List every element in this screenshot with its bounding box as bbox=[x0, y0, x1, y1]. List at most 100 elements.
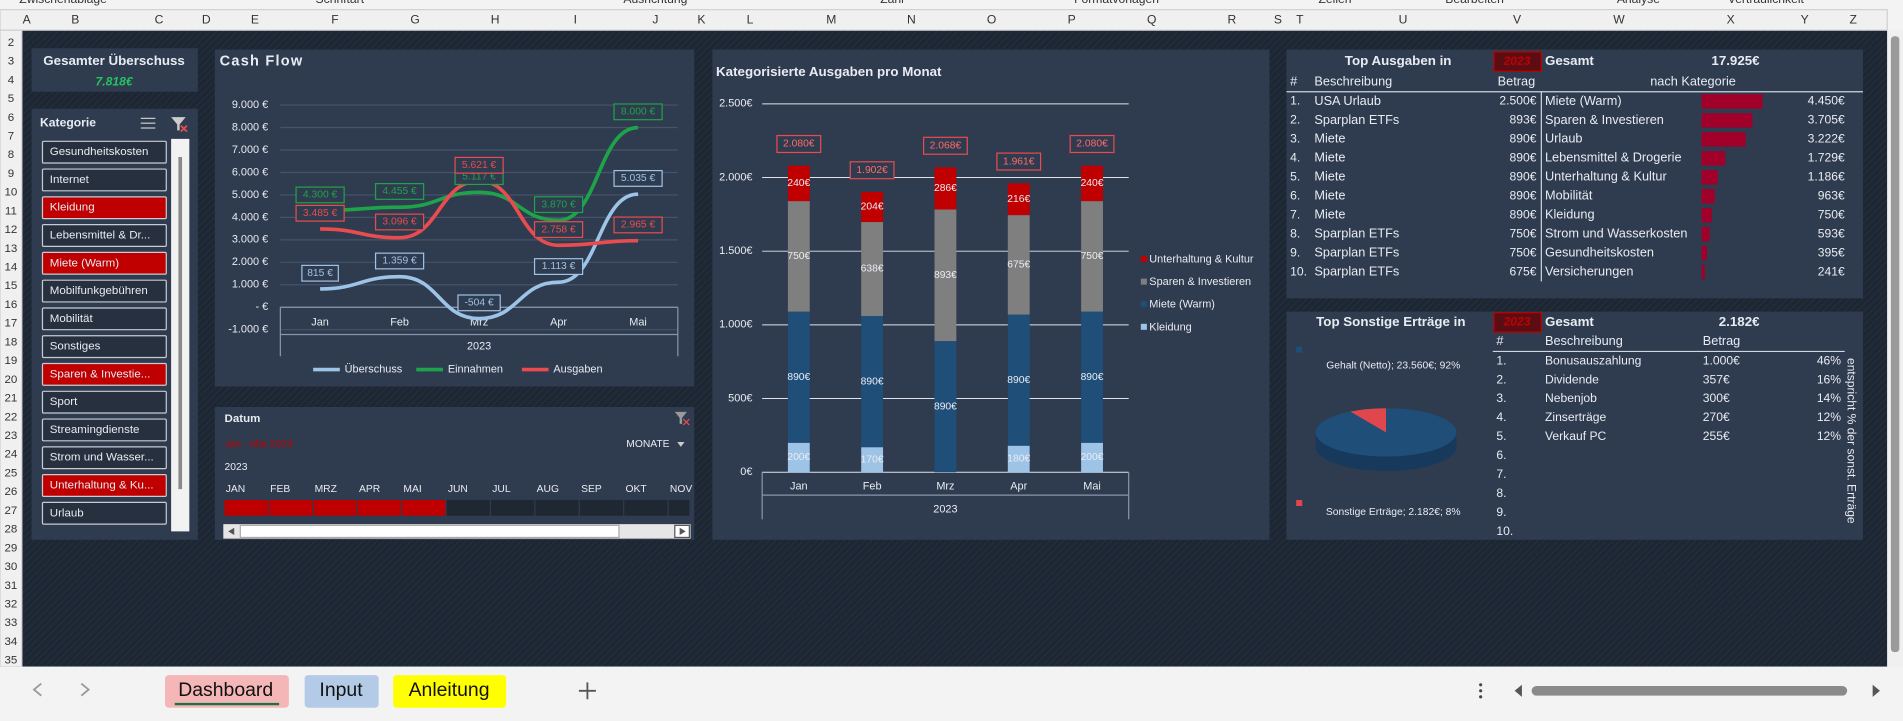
row-header[interactable]: 8 bbox=[8, 149, 14, 161]
row-header[interactable]: 11 bbox=[5, 205, 17, 217]
column-header[interactable]: I bbox=[574, 13, 577, 27]
row-header[interactable]: 14 bbox=[5, 262, 18, 274]
column-header[interactable]: X bbox=[1727, 13, 1735, 27]
column-header[interactable]: R bbox=[1227, 13, 1236, 27]
timeline-cell[interactable] bbox=[446, 499, 490, 516]
column-header[interactable]: A bbox=[23, 13, 32, 27]
slicer-item-label[interactable]: Gesundheitskosten bbox=[50, 146, 149, 158]
row-header[interactable]: 20 bbox=[5, 374, 18, 386]
top-expenses-year-box[interactable] bbox=[1493, 51, 1542, 72]
slicer-item[interactable] bbox=[41, 501, 167, 525]
timeline-month[interactable]: MAI bbox=[403, 484, 421, 495]
row-header[interactable]: 19 bbox=[5, 355, 18, 367]
slicer-item[interactable] bbox=[41, 446, 167, 470]
slicer-item-label[interactable]: Mobilfunkgebühren bbox=[50, 285, 148, 297]
row-header[interactable]: 16 bbox=[5, 299, 18, 311]
row-header[interactable]: 30 bbox=[5, 561, 18, 573]
slicer-item-label[interactable]: Unterhaltung & Ku... bbox=[50, 480, 154, 492]
row-header[interactable]: 22 bbox=[5, 411, 18, 423]
column-header[interactable]: F bbox=[331, 13, 338, 27]
row-header[interactable]: 12 bbox=[5, 224, 18, 236]
timeline-month[interactable]: MRZ bbox=[315, 484, 337, 495]
timeline-cell[interactable] bbox=[535, 499, 579, 516]
slicer-clear-filter-icon[interactable] bbox=[171, 117, 188, 133]
column-header[interactable]: J bbox=[652, 13, 658, 27]
sheet-tab-label[interactable]: Dashboard bbox=[178, 679, 273, 701]
slicer-item-label[interactable]: Sonstiges bbox=[50, 341, 101, 353]
add-sheet-button[interactable] bbox=[578, 682, 596, 700]
slicer-item[interactable] bbox=[41, 307, 167, 331]
slicer-item-label[interactable]: Sport bbox=[50, 396, 78, 408]
slicer-multi-select-icon[interactable] bbox=[140, 117, 156, 129]
slicer-item-label[interactable]: Internet bbox=[50, 174, 90, 186]
row-header[interactable]: 15 bbox=[5, 280, 18, 292]
row-header[interactable]: 35 bbox=[5, 655, 18, 667]
column-header[interactable]: E bbox=[251, 13, 259, 27]
timeline-month[interactable]: FEB bbox=[270, 484, 290, 495]
slicer-item-label[interactable]: Strom und Wasser... bbox=[50, 452, 154, 464]
row-header[interactable]: 3 bbox=[8, 56, 14, 68]
timeline-cell[interactable] bbox=[313, 499, 357, 516]
slicer-item[interactable] bbox=[41, 196, 167, 220]
column-header[interactable]: H bbox=[491, 13, 500, 27]
row-header[interactable]: 18 bbox=[5, 336, 18, 348]
column-header[interactable]: K bbox=[697, 13, 705, 27]
row-header[interactable]: 7 bbox=[8, 131, 14, 143]
slicer-item[interactable] bbox=[41, 168, 167, 192]
row-header[interactable]: 28 bbox=[5, 524, 18, 536]
row-header[interactable]: 17 bbox=[5, 318, 18, 330]
row-header[interactable]: 24 bbox=[5, 449, 18, 461]
slicer-item[interactable] bbox=[41, 362, 167, 386]
sheet-tab[interactable] bbox=[165, 675, 289, 708]
row-header[interactable]: 6 bbox=[8, 112, 14, 124]
column-header[interactable]: N bbox=[907, 13, 916, 27]
timeline-scroll-left[interactable] bbox=[228, 527, 235, 536]
timeline-level-dropdown[interactable] bbox=[677, 442, 685, 447]
column-header[interactable]: L bbox=[747, 13, 754, 27]
tab-bar-menu[interactable] bbox=[1479, 683, 1483, 699]
column-header[interactable]: P bbox=[1068, 13, 1076, 27]
slicer-item-label[interactable]: Miete (Warm) bbox=[50, 257, 120, 269]
h-scroll-thumb[interactable] bbox=[1531, 685, 1848, 696]
row-header[interactable]: 33 bbox=[5, 617, 18, 629]
timeline-cell[interactable] bbox=[491, 499, 535, 516]
timeline-cell[interactable] bbox=[579, 499, 624, 516]
timeline-month[interactable]: JAN bbox=[226, 484, 245, 495]
timeline-scroll-right[interactable] bbox=[679, 527, 686, 536]
timeline-month[interactable]: APR bbox=[359, 484, 380, 495]
column-header[interactable]: T bbox=[1296, 13, 1304, 27]
column-header[interactable]: U bbox=[1399, 13, 1408, 27]
tab-nav-prev[interactable] bbox=[32, 682, 42, 697]
timeline-cell[interactable] bbox=[268, 499, 313, 516]
slicer-item[interactable] bbox=[41, 335, 167, 359]
row-header[interactable]: 21 bbox=[5, 393, 18, 405]
slicer-item[interactable] bbox=[41, 279, 167, 303]
column-header[interactable]: B bbox=[71, 13, 79, 27]
vertical-scroll-thumb[interactable] bbox=[1890, 36, 1900, 653]
sheet-tab[interactable] bbox=[393, 675, 507, 708]
row-header[interactable]: 9 bbox=[8, 168, 14, 180]
row-header[interactable]: 2 bbox=[8, 37, 14, 49]
row-header[interactable]: 29 bbox=[5, 542, 18, 554]
sheet-tab[interactable] bbox=[304, 675, 379, 708]
slicer-item-label[interactable]: Mobilität bbox=[50, 313, 94, 325]
h-scroll-right[interactable] bbox=[1872, 684, 1880, 697]
row-header[interactable]: 13 bbox=[5, 243, 18, 255]
top-other-year-box[interactable] bbox=[1493, 312, 1542, 333]
row-header[interactable]: 34 bbox=[5, 636, 18, 648]
timeline-clear-filter-icon[interactable] bbox=[674, 411, 690, 426]
timeline-month[interactable]: SEP bbox=[581, 484, 602, 495]
column-header[interactable]: Z bbox=[1850, 13, 1858, 27]
column-header[interactable]: W bbox=[1613, 13, 1625, 27]
sheet-tab-label[interactable]: Input bbox=[319, 679, 363, 701]
timeline-month[interactable]: OKT bbox=[626, 484, 648, 495]
slicer-scroll-thumb[interactable] bbox=[178, 157, 183, 490]
row-header[interactable]: 5 bbox=[8, 93, 14, 105]
slicer-item[interactable] bbox=[41, 390, 167, 414]
column-header[interactable]: Q bbox=[1147, 13, 1156, 27]
row-header[interactable]: 10 bbox=[5, 187, 18, 199]
slicer-item[interactable] bbox=[41, 140, 167, 164]
timeline-cell[interactable] bbox=[357, 499, 401, 516]
timeline-level[interactable]: MONATE bbox=[626, 439, 669, 450]
row-header[interactable]: 32 bbox=[5, 599, 18, 611]
